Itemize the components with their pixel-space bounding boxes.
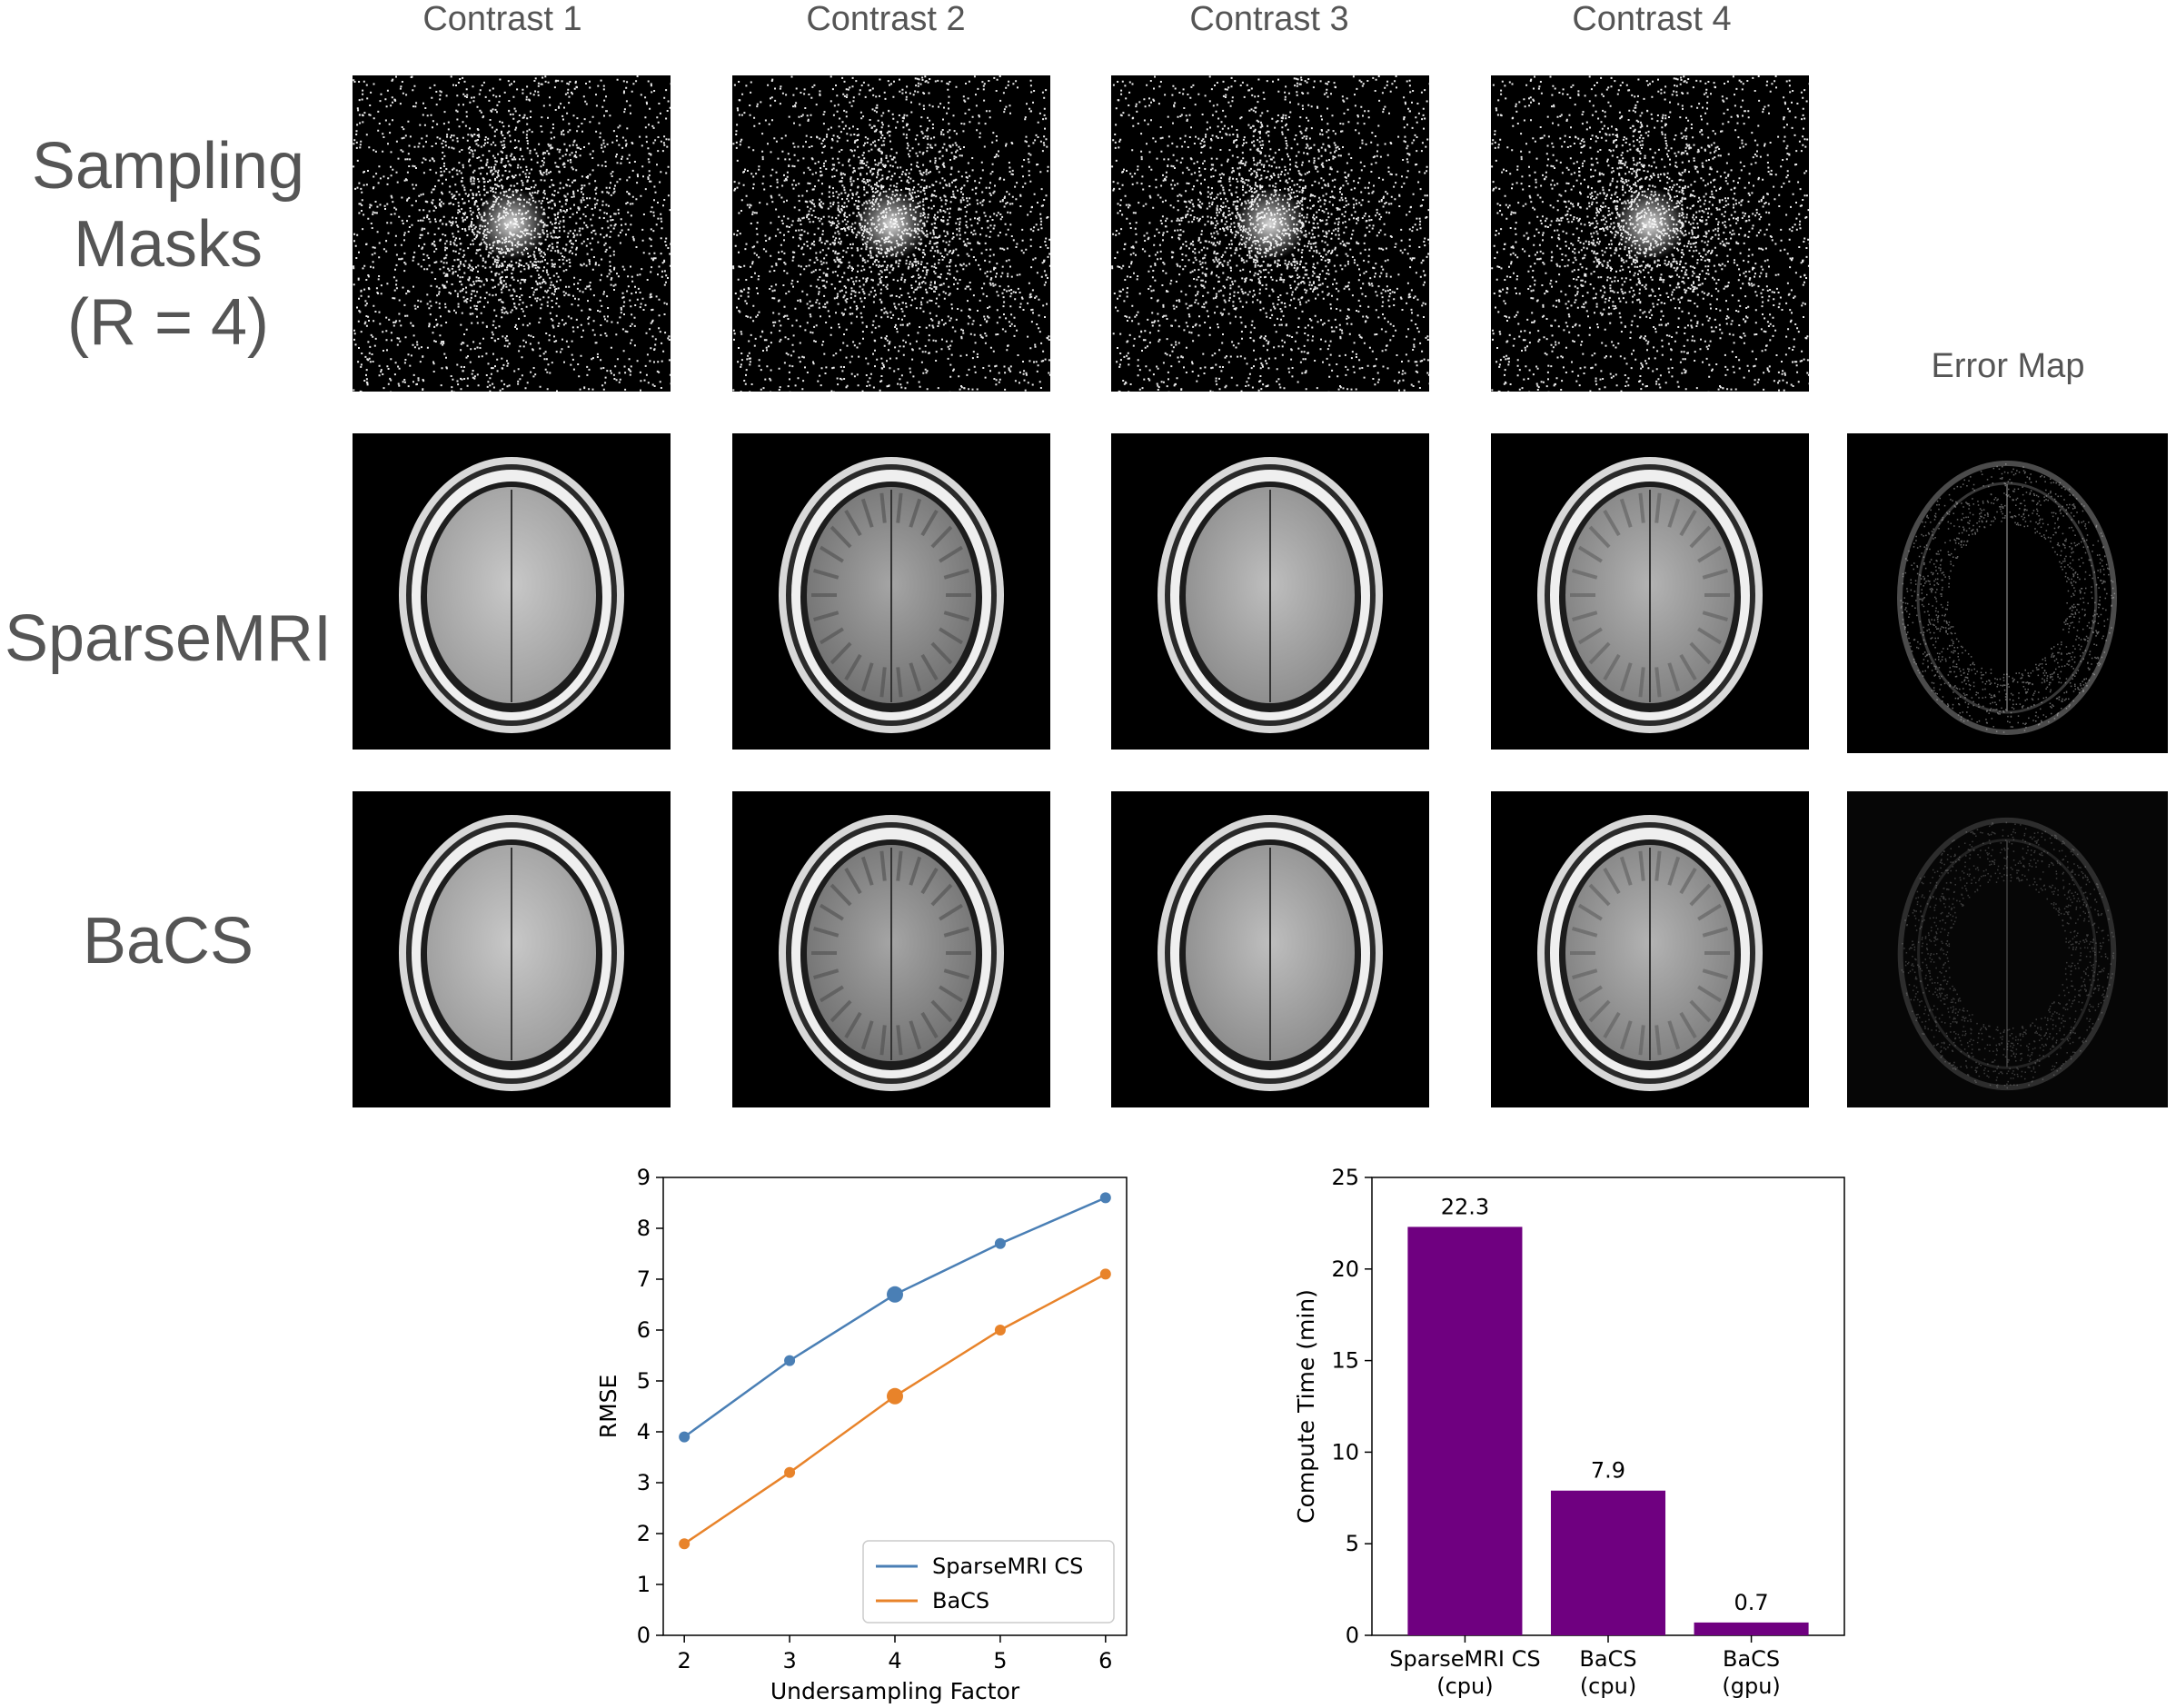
sparsemri-recon-contrast-1: [353, 433, 671, 750]
sampling-mask-contrast-1: [353, 75, 671, 392]
sparsemri-recon-contrast-2: [732, 433, 1050, 750]
bacs-recon-contrast-2: [732, 791, 1050, 1107]
data-point: [784, 1466, 796, 1478]
sampling-mask-contrast-2: [732, 75, 1050, 392]
brain-slice: [1111, 791, 1429, 1107]
data-point: [887, 1286, 903, 1303]
sparsemri-recon-contrast-3: [1111, 433, 1429, 750]
brain-slice: [1491, 433, 1809, 750]
x-tick-label: BaCS: [1723, 1646, 1780, 1672]
mask-dots: [732, 75, 1050, 392]
x-tick-label: (cpu): [1436, 1673, 1493, 1699]
bacs-error-map: [1847, 791, 2168, 1107]
brain-slice: [732, 433, 1050, 750]
brain-slice: [353, 791, 671, 1107]
data-point: [1099, 1268, 1111, 1280]
y-tick-label: 2: [637, 1521, 651, 1546]
data-point: [887, 1387, 903, 1405]
data-point: [1099, 1192, 1111, 1204]
bar-value-label: 0.7: [1734, 1590, 1768, 1615]
column-label-contrast-3: Contrast 3: [1189, 0, 1349, 38]
x-tick-label: 3: [782, 1648, 796, 1673]
data-point: [679, 1431, 691, 1443]
x-axis-label: Undersampling Factor: [770, 1678, 1020, 1704]
row-label-line-1: Sampling: [31, 130, 305, 203]
bacs-recon-contrast-3: [1111, 791, 1429, 1107]
x-tick-label: 4: [888, 1648, 901, 1673]
mask-dots: [1111, 75, 1429, 392]
column-label-contrast-1: Contrast 1: [422, 0, 582, 38]
bar: [1694, 1622, 1809, 1635]
y-axis-label: RMSE: [595, 1375, 621, 1439]
y-tick-label: 8: [637, 1216, 651, 1241]
rmse-line-chart-svg: 0 1 2 3 4 5 6 7 8 9 2 3 4 5 6 Undersampling Factor RMSE S…: [595, 1165, 1128, 1704]
bar-value-label: 7.9: [1591, 1458, 1625, 1484]
error-map-image: [1847, 434, 2168, 752]
bacs-recon-contrast-4: [1491, 791, 1809, 1107]
data-point: [679, 1538, 691, 1550]
y-tick-label: 9: [637, 1165, 651, 1190]
bacs-recon-contrast-1: [353, 791, 671, 1107]
row-label-sparsemri: SparseMRI: [4, 602, 333, 675]
y-tick-label: 20: [1331, 1256, 1359, 1282]
brain-slice: [1491, 791, 1809, 1107]
sampling-mask-contrast-3: [1111, 75, 1429, 392]
y-tick-label: 1: [637, 1572, 651, 1597]
y-tick-label: 15: [1331, 1348, 1359, 1374]
row-label-bacs: BaCS: [82, 905, 254, 978]
rmse-line-chart: 0 1 2 3 4 5 6 7 8 9 2 3 4 5 6 Undersampling Factor RMSE S…: [563, 1154, 1145, 1708]
y-tick-label: 25: [1331, 1165, 1359, 1190]
compute-time-bar-chart-svg: 0 5 10 15 20 25 Compute Time (min) 22.3 SparseMR…: [1293, 1165, 1845, 1699]
column-label-contrast-2: Contrast 2: [806, 0, 966, 38]
bar: [1550, 1490, 1666, 1635]
legend-label: BaCS: [932, 1588, 989, 1614]
sparsemri-error-map: [1847, 433, 2168, 753]
x-tick-label: 6: [1098, 1648, 1112, 1673]
y-axis-label: Compute Time (min): [1293, 1289, 1319, 1524]
x-tick-label: 2: [678, 1648, 691, 1673]
mask-dots: [1491, 75, 1809, 392]
y-tick-label: 4: [637, 1419, 651, 1445]
x-tick-label: 5: [993, 1648, 1007, 1673]
data-point: [994, 1325, 1006, 1336]
bar: [1407, 1226, 1523, 1635]
error-map-image: [1848, 791, 2167, 1107]
y-tick-label: 3: [637, 1470, 651, 1495]
y-tick-label: 5: [1346, 1531, 1359, 1556]
brain-slice: [353, 433, 671, 750]
row-label-line-2: Masks: [73, 208, 263, 281]
series-line-2: [683, 1273, 1107, 1545]
row-label-sampling-masks: Sampling Masks (R = 4): [0, 127, 336, 362]
x-tick-label: BaCS: [1579, 1646, 1636, 1672]
x-tick-label: SparseMRI CS: [1389, 1646, 1540, 1672]
bar-value-label: 22.3: [1441, 1194, 1489, 1219]
row-label-line-3: (R = 4): [66, 286, 270, 359]
compute-time-bar-chart: 0 5 10 15 20 25 Compute Time (min) 22.3 SparseMR…: [1281, 1154, 1863, 1708]
mask-dots: [353, 75, 671, 392]
x-tick-label: (gpu): [1722, 1673, 1780, 1699]
y-tick-label: 5: [637, 1368, 651, 1394]
y-tick-label: 0: [1346, 1623, 1359, 1648]
y-tick-label: 7: [637, 1266, 651, 1292]
sampling-mask-contrast-4: [1491, 75, 1809, 392]
y-tick-label: 6: [637, 1317, 651, 1343]
legend-box: [862, 1540, 1115, 1624]
data-point: [994, 1237, 1006, 1249]
y-tick-label: 0: [637, 1623, 651, 1648]
sparsemri-recon-contrast-4: [1491, 433, 1809, 750]
x-tick-label: (cpu): [1580, 1673, 1636, 1699]
column-label-contrast-4: Contrast 4: [1572, 0, 1732, 38]
legend-label: SparseMRI CS: [932, 1554, 1083, 1579]
brain-slice: [1111, 433, 1429, 750]
brain-slice: [732, 791, 1050, 1107]
error-map-label: Error Map: [1931, 347, 2085, 385]
y-tick-label: 10: [1331, 1439, 1359, 1465]
data-point: [784, 1355, 796, 1366]
